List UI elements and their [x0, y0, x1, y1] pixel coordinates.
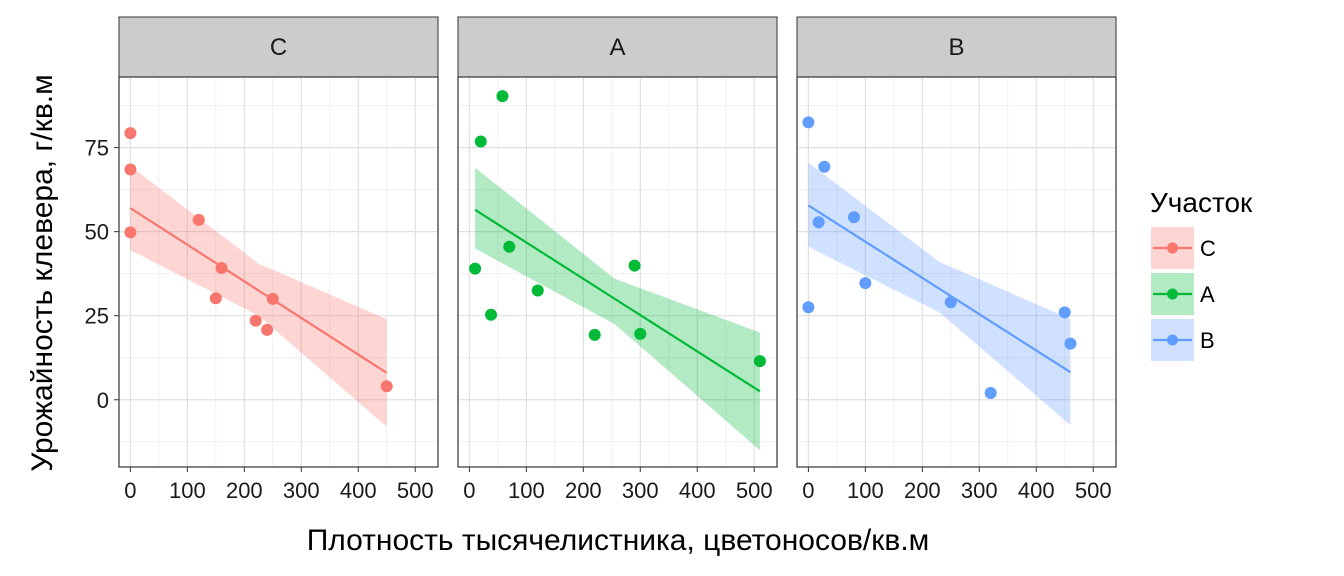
regression-line: [474, 208, 761, 393]
x-tick-label: 0: [802, 478, 814, 503]
data-point: [859, 277, 872, 290]
legend-label: B: [1200, 328, 1215, 353]
data-point: [496, 90, 509, 103]
y-tick-label: 25: [85, 304, 109, 329]
panels-layer: C 0 100 200 300 400 500 A 0 100 200 300 400 500 B 0 100 2…: [118, 16, 1117, 503]
x-tick-label: 200: [565, 478, 602, 503]
data-point: [984, 387, 997, 400]
x-tick-label: 200: [904, 478, 941, 503]
plot-background: [119, 77, 438, 467]
gridlines: [458, 77, 777, 467]
data-point: [847, 211, 860, 224]
legend-key-point: [1167, 242, 1178, 254]
data-point: [531, 284, 544, 297]
x-tick-label: 500: [1075, 478, 1112, 503]
x-tick-label: 500: [736, 478, 773, 503]
data-point: [266, 292, 279, 305]
data-point: [124, 127, 137, 140]
x-tick-label: 200: [226, 478, 263, 503]
data-point: [802, 116, 815, 129]
panel-B: B 0 100 200 300 400 500: [796, 16, 1117, 503]
x-tick-label: 500: [397, 478, 434, 503]
legend-item-B: B: [1151, 319, 1215, 361]
legend-item-A: A: [1151, 273, 1215, 315]
strip-label: B: [948, 34, 964, 61]
x-tick-label: 0: [463, 478, 475, 503]
data-point: [753, 355, 766, 368]
data-point: [474, 135, 487, 148]
strip-label: A: [609, 34, 625, 61]
x-tick-label: 300: [622, 478, 659, 503]
y-tick-label: 0: [97, 388, 109, 413]
strip-label: C: [270, 34, 287, 61]
x-tick-label: 0: [124, 478, 136, 503]
confidence-band: [475, 167, 760, 451]
data-point: [1064, 337, 1077, 350]
y-axis: 0 25 50 75: [85, 136, 119, 413]
panel-A: A 0 100 200 300 400 500: [457, 16, 778, 503]
data-point: [249, 314, 262, 327]
data-point: [1058, 306, 1071, 319]
confidence-band: [130, 166, 387, 427]
plot-background: [458, 77, 777, 467]
data-point: [192, 213, 205, 226]
data-point: [380, 380, 393, 393]
legend: Участок CAB: [1150, 187, 1253, 361]
x-tick-label: 400: [679, 478, 716, 503]
strip-background: [118, 16, 439, 78]
data-point: [588, 328, 601, 341]
x-tick-label: 400: [340, 478, 377, 503]
x-tick-label: 100: [508, 478, 545, 503]
y-tick-label: 50: [85, 220, 109, 245]
x-tick-label: 300: [961, 478, 998, 503]
plot-background: [797, 77, 1116, 467]
data-point: [124, 163, 137, 176]
data-point: [802, 301, 815, 314]
panel-border: [118, 76, 439, 468]
data-point: [209, 292, 222, 305]
data-point: [124, 226, 137, 239]
legend-key-point: [1167, 334, 1178, 346]
x-tick-label: 400: [1018, 478, 1055, 503]
legend-title: Участок: [1150, 187, 1253, 218]
data-point: [261, 323, 274, 336]
data-point: [634, 327, 647, 340]
y-tick-label: 75: [85, 136, 109, 161]
data-point: [812, 216, 825, 229]
x-tick-label: 100: [847, 478, 884, 503]
x-axis-title: Плотность тысячелистника, цветоносов/кв.…: [307, 524, 930, 557]
data-point: [485, 308, 498, 321]
panel-border: [457, 76, 778, 468]
legend-key-point: [1167, 288, 1178, 300]
data-point: [628, 259, 641, 272]
data-point: [215, 261, 228, 274]
x-tick-label: 100: [169, 478, 206, 503]
gridlines: [119, 77, 438, 467]
x-tick-label: 300: [283, 478, 320, 503]
regression-line: [129, 207, 388, 374]
data-point: [503, 240, 516, 253]
data-point: [818, 160, 831, 173]
y-axis-title: Урожайность клевера, г/кв.м: [26, 74, 59, 472]
confidence-band: [808, 162, 1071, 425]
legend-label: A: [1200, 282, 1215, 307]
data-point: [944, 296, 957, 309]
panel-C: C 0 100 200 300 400 500: [118, 16, 439, 503]
panel-border: [796, 76, 1117, 468]
data-point: [469, 262, 482, 275]
regression-line: [807, 204, 1072, 374]
legend-label: C: [1200, 236, 1216, 261]
legend-item-C: C: [1151, 227, 1216, 269]
